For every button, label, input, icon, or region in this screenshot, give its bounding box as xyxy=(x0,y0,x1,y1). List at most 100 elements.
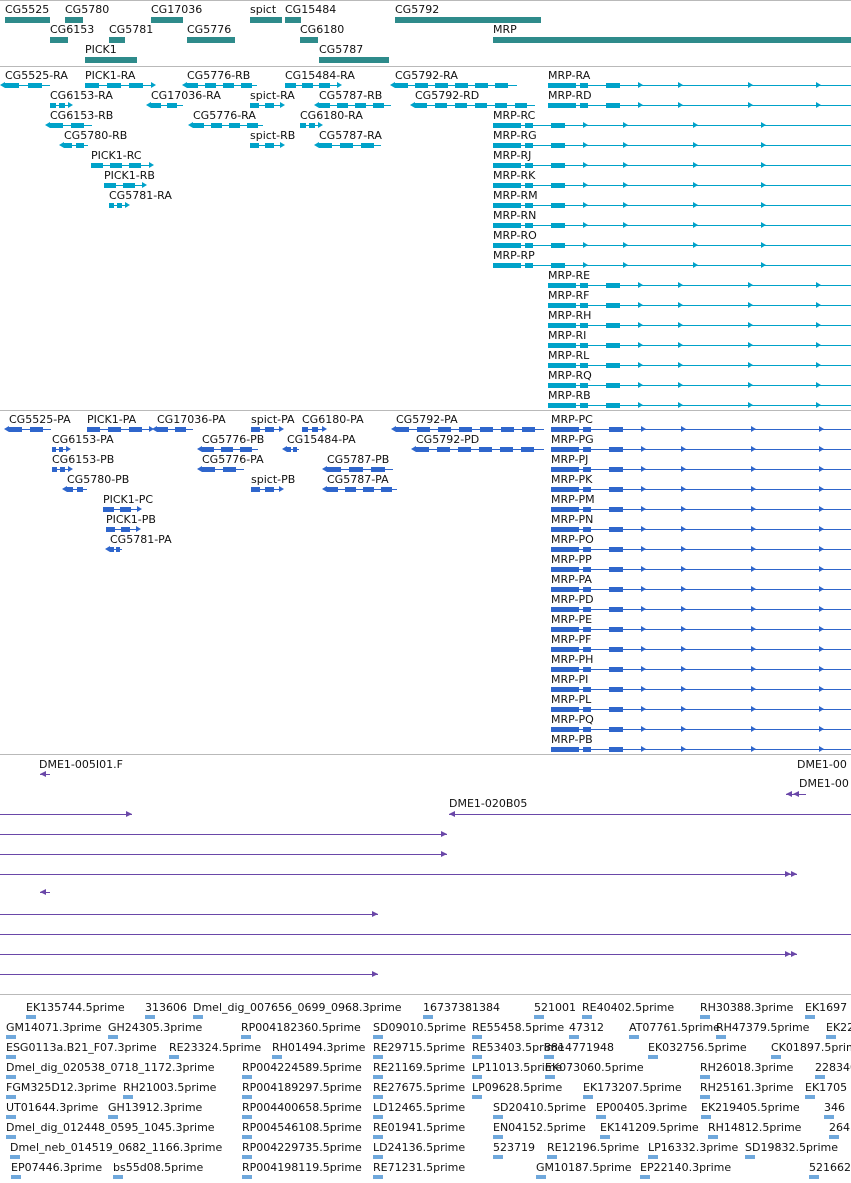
feature-model[interactable] xyxy=(52,466,73,472)
clone-bar[interactable] xyxy=(40,771,50,777)
feature-model[interactable] xyxy=(548,282,851,288)
clone-bar[interactable] xyxy=(0,811,132,817)
clone-bar[interactable] xyxy=(0,871,797,877)
feature-model[interactable] xyxy=(188,122,263,128)
feature-model[interactable] xyxy=(551,526,851,532)
feature-model[interactable] xyxy=(551,646,851,652)
feature-model[interactable] xyxy=(551,626,851,632)
feature-model[interactable] xyxy=(0,82,50,88)
feature-model[interactable] xyxy=(87,426,154,432)
clone-bar[interactable] xyxy=(0,831,447,837)
feature-model[interactable] xyxy=(250,102,285,108)
feature-model[interactable] xyxy=(106,526,141,532)
feature-model[interactable] xyxy=(493,162,851,168)
feature-model[interactable] xyxy=(62,486,87,492)
feature-model[interactable] xyxy=(551,686,851,692)
clone-bar[interactable] xyxy=(40,889,50,895)
feature-model[interactable] xyxy=(282,446,299,452)
feature-model[interactable] xyxy=(551,726,851,732)
feature-model[interactable] xyxy=(45,122,92,128)
feature-model[interactable] xyxy=(152,426,193,432)
feature-model[interactable] xyxy=(493,182,851,188)
feature-model[interactable] xyxy=(302,426,327,432)
feature-model[interactable] xyxy=(59,142,88,148)
feature-model[interactable] xyxy=(251,426,284,432)
feature-model[interactable] xyxy=(50,102,73,108)
feature-model[interactable] xyxy=(548,102,851,108)
gene-bar[interactable] xyxy=(250,17,282,23)
feature-model[interactable] xyxy=(548,342,851,348)
feature-model[interactable] xyxy=(493,122,851,128)
clone-bar[interactable] xyxy=(0,971,378,977)
feature-model[interactable] xyxy=(85,82,156,88)
strand-arrow xyxy=(410,102,415,108)
feature-model[interactable] xyxy=(91,162,154,168)
feature-model[interactable] xyxy=(251,486,284,492)
feature-model[interactable] xyxy=(493,242,851,248)
protein-label: CG5776-PA xyxy=(202,453,264,466)
feature-model[interactable] xyxy=(551,706,851,712)
feature-model[interactable] xyxy=(300,122,323,128)
gene-bar[interactable] xyxy=(50,37,68,43)
feature-model[interactable] xyxy=(52,446,71,452)
feature-model[interactable] xyxy=(493,262,851,268)
feature-model[interactable] xyxy=(182,82,257,88)
feature-model[interactable] xyxy=(103,506,142,512)
feature-model[interactable] xyxy=(390,82,517,88)
feature-model[interactable] xyxy=(551,746,851,752)
gene-bar[interactable] xyxy=(109,37,125,43)
feature-model[interactable] xyxy=(551,486,851,492)
gene-bar[interactable] xyxy=(5,17,50,23)
gene-bar[interactable] xyxy=(395,17,541,23)
clone-bar[interactable] xyxy=(449,811,851,817)
clone-bar[interactable] xyxy=(0,851,447,857)
gene-bar[interactable] xyxy=(493,37,851,43)
feature-model[interactable] xyxy=(493,222,851,228)
feature-model[interactable] xyxy=(551,446,851,452)
feature-model[interactable] xyxy=(548,302,851,308)
clone-bar[interactable] xyxy=(786,791,806,797)
exon-block xyxy=(416,447,429,452)
feature-model[interactable] xyxy=(105,546,122,552)
clone-bar[interactable] xyxy=(0,934,851,935)
feature-model[interactable] xyxy=(493,202,851,208)
feature-model[interactable] xyxy=(548,362,851,368)
feature-model[interactable] xyxy=(322,486,397,492)
feature-model[interactable] xyxy=(250,142,285,148)
clone-bar[interactable] xyxy=(0,951,797,957)
feature-model[interactable] xyxy=(146,102,183,108)
feature-model[interactable] xyxy=(493,142,851,148)
feature-model[interactable] xyxy=(314,102,391,108)
gene-bar[interactable] xyxy=(285,17,301,23)
feature-model[interactable] xyxy=(391,426,544,432)
feature-model[interactable] xyxy=(109,202,130,208)
gene-bar[interactable] xyxy=(65,17,83,23)
feature-model[interactable] xyxy=(4,426,51,432)
feature-model[interactable] xyxy=(285,82,342,88)
clone-bar[interactable] xyxy=(0,911,378,917)
gene-bar[interactable] xyxy=(187,37,235,43)
feature-model[interactable] xyxy=(104,182,147,188)
feature-model[interactable] xyxy=(197,466,244,472)
feature-model[interactable] xyxy=(551,546,851,552)
feature-model[interactable] xyxy=(548,402,851,408)
feature-model[interactable] xyxy=(551,666,851,672)
feature-model[interactable] xyxy=(551,566,851,572)
gene-bar[interactable] xyxy=(151,17,183,23)
gene-bar[interactable] xyxy=(85,57,137,63)
feature-model[interactable] xyxy=(548,382,851,388)
feature-model[interactable] xyxy=(551,466,851,472)
feature-model[interactable] xyxy=(551,606,851,612)
feature-model[interactable] xyxy=(548,82,851,88)
feature-model[interactable] xyxy=(551,426,851,432)
feature-model[interactable] xyxy=(551,586,851,592)
feature-model[interactable] xyxy=(314,142,381,148)
feature-model[interactable] xyxy=(411,446,544,452)
gene-bar[interactable] xyxy=(300,37,318,43)
feature-model[interactable] xyxy=(197,446,258,452)
feature-model[interactable] xyxy=(548,322,851,328)
gene-bar[interactable] xyxy=(319,57,389,63)
feature-model[interactable] xyxy=(410,102,535,108)
feature-model[interactable] xyxy=(322,466,393,472)
feature-model[interactable] xyxy=(551,506,851,512)
